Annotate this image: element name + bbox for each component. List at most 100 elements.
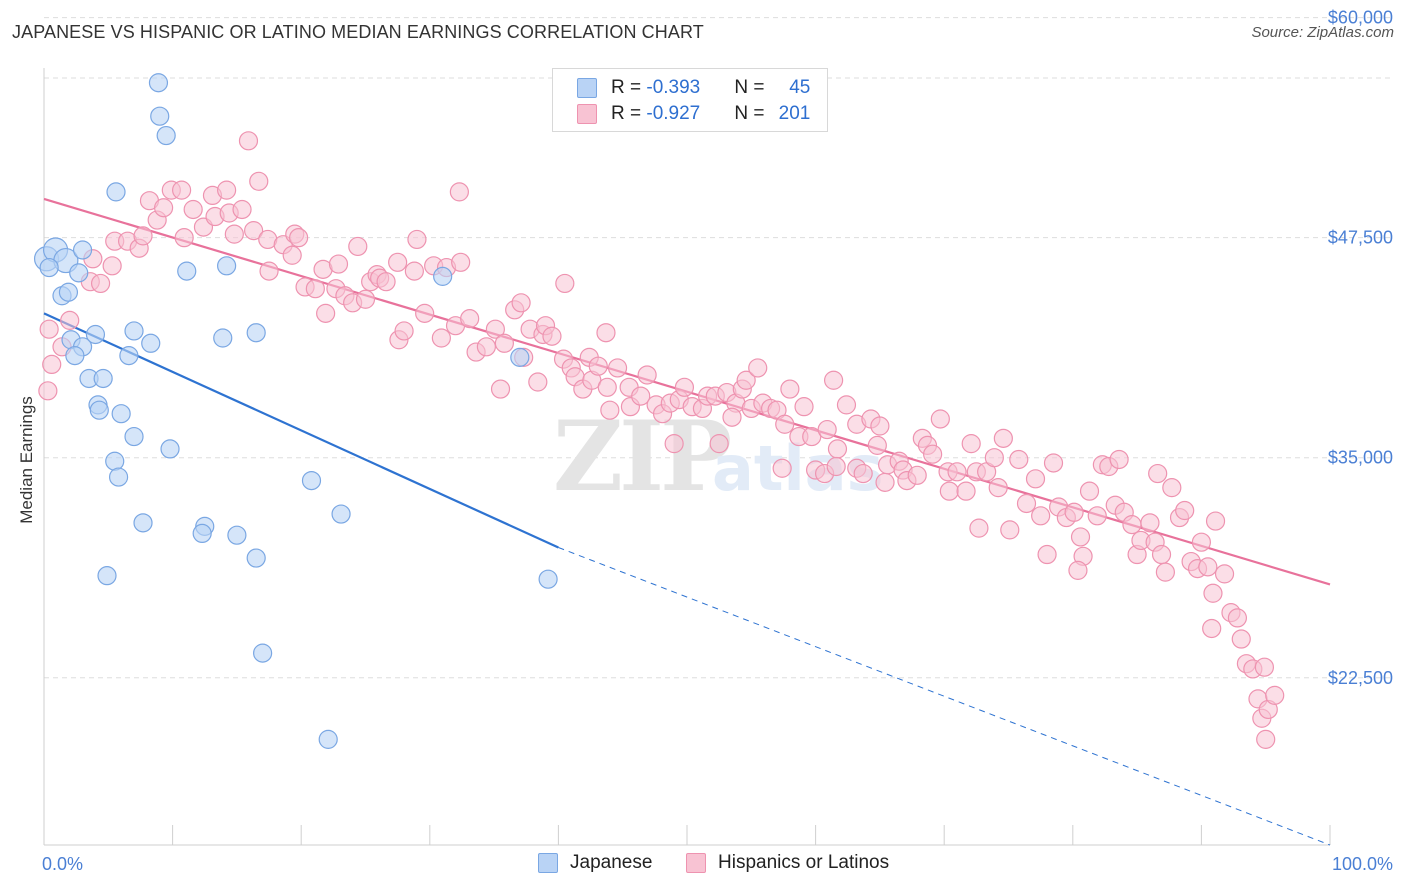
hispanic-point: [1155, 562, 1175, 582]
hispanic-point: [232, 199, 252, 220]
hispanic-point: [511, 293, 531, 313]
japanese-point: [119, 346, 139, 366]
hispanic-point: [853, 463, 873, 484]
hispanic-point: [183, 199, 203, 220]
japanese-point: [148, 73, 169, 93]
japanese-point: [246, 323, 266, 343]
hispanic-point: [528, 372, 548, 392]
hispanic-point: [596, 323, 616, 343]
japanese-point: [217, 256, 237, 276]
hispanic-point: [794, 397, 814, 417]
hispanic-point: [817, 419, 837, 440]
japanese-point: [177, 261, 197, 281]
legend-item-hispanic[interactable]: Hispanics or Latinos: [686, 852, 889, 874]
hispanic-point: [289, 228, 309, 248]
hispanic-point: [1202, 618, 1222, 639]
y-tick-label: $60,000: [1328, 8, 1393, 28]
japanese-legend-swatch: [538, 853, 558, 873]
japanese-point: [65, 346, 85, 366]
hispanic-point: [867, 435, 887, 455]
legend-label-hispanic: Hispanics or Latinos: [718, 852, 890, 873]
hispanic-point: [1068, 560, 1088, 580]
hispanic-point: [947, 462, 967, 482]
hispanic-point: [1087, 506, 1107, 526]
hispanic-point: [923, 444, 943, 464]
hispanic-point: [827, 439, 848, 459]
hispanic-point: [316, 303, 336, 323]
hispanic-point: [42, 354, 62, 375]
hispanic-point: [961, 434, 981, 454]
hispanic-point: [476, 337, 496, 357]
legend-label-japanese: Japanese: [570, 852, 653, 873]
japanese-r-value: -0.393: [646, 77, 701, 98]
hispanic-point: [1162, 478, 1182, 498]
japanese-point: [192, 523, 212, 544]
hispanic-point: [607, 358, 628, 378]
hispanic-point: [600, 400, 620, 420]
hispanic-point: [939, 481, 959, 501]
hispanic-point: [1191, 532, 1212, 552]
hispanic-point: [259, 261, 279, 281]
hispanic-point: [1256, 729, 1276, 749]
legend-item-japanese[interactable]: Japanese: [538, 852, 652, 874]
hispanic-point: [485, 319, 505, 339]
hispanic-point: [153, 198, 174, 218]
japanese-n-label: N =: [734, 77, 770, 98]
japanese-point: [124, 426, 144, 447]
hispanic-point: [388, 252, 408, 272]
hispanic-point: [597, 377, 617, 397]
data-points: [33, 73, 1285, 749]
hispanic-point: [1231, 629, 1251, 649]
japanese-point: [108, 467, 129, 487]
hispanic-point: [836, 395, 857, 415]
hispanic-point: [1070, 527, 1091, 547]
hispanic-point: [1227, 608, 1248, 628]
hispanic-point: [930, 409, 950, 429]
hispanic-point: [1109, 449, 1129, 470]
hispanic-point: [376, 272, 396, 292]
japanese-point: [93, 368, 113, 389]
legend-row-hispanic: R = -0.927 N = 201: [577, 101, 810, 127]
hispanic-n-label: N =: [734, 103, 770, 124]
hispanic-point: [133, 226, 153, 246]
hispanic-point: [1043, 453, 1064, 473]
japanese-point: [72, 240, 93, 260]
japanese-point: [58, 282, 79, 302]
hispanic-point: [407, 229, 427, 250]
hispanic-legend-swatch: [686, 853, 706, 873]
japanese-point: [213, 328, 233, 348]
hispanic-point: [637, 365, 657, 385]
hispanic-point: [282, 245, 302, 265]
hispanic-point: [348, 236, 368, 257]
hispanic-point: [826, 456, 846, 477]
japanese-point: [133, 513, 153, 533]
hispanic-point: [542, 326, 562, 346]
japanese-point: [433, 266, 453, 286]
axes: [43, 68, 1331, 846]
hispanic-point: [90, 273, 111, 294]
source-label: Source: ZipAtlas.com: [1251, 24, 1394, 41]
hispanic-point: [39, 319, 59, 339]
japanese-trend-extension: [558, 547, 1331, 846]
japanese-n-value: 45: [789, 77, 811, 98]
japanese-point: [150, 106, 170, 126]
japanese-point: [105, 451, 125, 471]
hispanic-r-label: R =: [611, 103, 647, 124]
japanese-point: [156, 125, 176, 146]
hispanic-point: [460, 309, 480, 329]
hispanic-point: [772, 458, 792, 478]
hispanic-point: [722, 407, 742, 427]
hispanic-point: [415, 303, 435, 323]
hispanic-point: [1148, 463, 1168, 484]
hispanic-point: [1064, 502, 1084, 522]
hispanic-point: [1203, 583, 1223, 603]
y-tick-label: $35,000: [1328, 448, 1393, 468]
hispanic-point: [775, 414, 795, 434]
japanese-point: [89, 400, 109, 420]
hispanic-point: [969, 518, 989, 538]
hispanic-point: [1079, 481, 1100, 501]
japanese-point: [253, 643, 273, 663]
japanese-point: [106, 182, 126, 202]
hispanic-point: [1265, 685, 1285, 705]
